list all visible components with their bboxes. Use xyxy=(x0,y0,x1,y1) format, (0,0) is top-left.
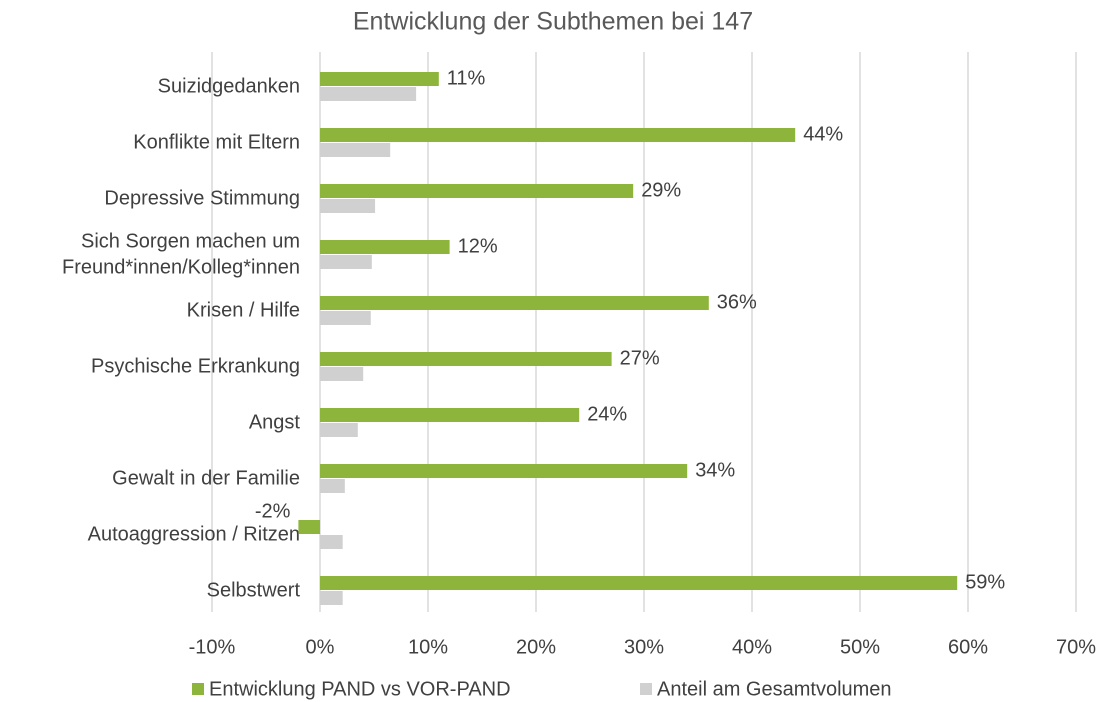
bar xyxy=(320,255,372,269)
x-tick-label: 0% xyxy=(306,636,335,658)
y-tick-label: Angst xyxy=(249,411,301,433)
data-label: 29% xyxy=(641,179,681,201)
data-label: 34% xyxy=(695,459,735,481)
bar xyxy=(320,367,364,381)
x-tick-label: 60% xyxy=(948,636,988,658)
bar xyxy=(320,128,796,142)
bar xyxy=(320,72,439,86)
bar xyxy=(320,408,580,422)
y-tick-label: Suizidgedanken xyxy=(158,75,300,97)
data-label: 27% xyxy=(620,347,660,369)
x-tick-label: 30% xyxy=(624,636,664,658)
legend-swatch xyxy=(640,683,652,695)
y-tick-label: Freund*innen/Kolleg*innen xyxy=(62,256,300,278)
bar xyxy=(320,199,376,213)
y-tick-label: Depressive Stimmung xyxy=(104,187,300,209)
legend-label: Entwicklung PAND vs VOR-PAND xyxy=(209,678,511,700)
data-label: -2% xyxy=(255,500,291,522)
bar xyxy=(320,464,688,478)
data-label: 24% xyxy=(587,403,627,425)
bar xyxy=(320,296,709,310)
bar xyxy=(320,143,391,157)
data-label: 59% xyxy=(965,571,1005,593)
x-tick-label: 10% xyxy=(408,636,448,658)
legend-swatch xyxy=(192,683,204,695)
bar xyxy=(298,520,320,534)
x-tick-label: -10% xyxy=(189,636,236,658)
bar xyxy=(320,479,345,493)
y-tick-label: Konflikte mit Eltern xyxy=(133,131,300,153)
bar xyxy=(320,352,612,366)
bar xyxy=(320,184,634,198)
bar xyxy=(320,535,343,549)
bar xyxy=(320,423,358,437)
y-tick-label: Krisen / Hilfe xyxy=(187,299,300,321)
x-tick-label: 20% xyxy=(516,636,556,658)
bar xyxy=(320,87,417,101)
data-label: 11% xyxy=(447,67,486,89)
y-tick-label: Sich Sorgen machen um xyxy=(81,230,300,252)
y-tick-label: Psychische Erkrankung xyxy=(91,355,300,377)
legend-label: Anteil am Gesamtvolumen xyxy=(657,678,892,700)
data-label: 36% xyxy=(717,291,757,313)
data-label: 44% xyxy=(803,123,843,145)
bar xyxy=(320,311,371,325)
x-tick-label: 70% xyxy=(1056,636,1096,658)
y-tick-label: Selbstwert xyxy=(207,579,301,601)
y-tick-label: Gewalt in der Familie xyxy=(112,467,300,489)
x-tick-label: 50% xyxy=(840,636,880,658)
bar xyxy=(320,591,343,605)
bar xyxy=(320,240,450,254)
data-label: 12% xyxy=(458,235,498,257)
y-tick-label: Autoaggression / Ritzen xyxy=(88,523,300,545)
bar xyxy=(320,576,958,590)
x-tick-label: 40% xyxy=(732,636,772,658)
chart-title: Entwicklung der Subthemen bei 147 xyxy=(353,8,753,36)
